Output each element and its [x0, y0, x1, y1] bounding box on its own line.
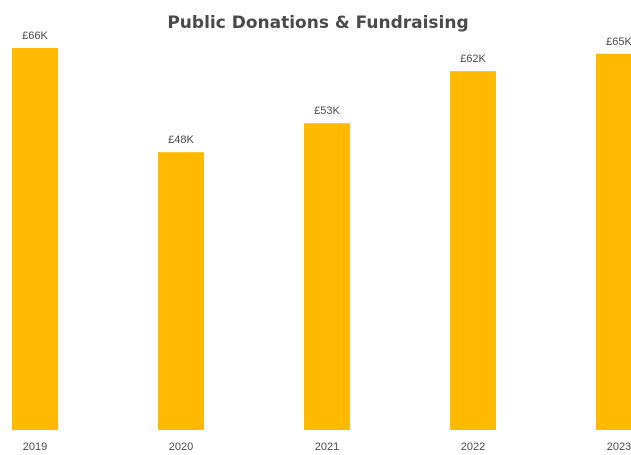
value-label-2023: £65K — [606, 36, 631, 48]
bar-2019 — [12, 48, 58, 430]
x-axis-tick-labels: 2019 2020 2021 2022 2023 — [23, 441, 631, 453]
value-labels-group: £66K £48K £53K £62K £65K — [22, 30, 631, 146]
bar-2020 — [158, 152, 204, 430]
bar-2023 — [596, 53, 631, 431]
x-tick-label-2020: 2020 — [169, 441, 193, 453]
bars-group — [12, 48, 631, 431]
chart-title: Public Donations & Fundraising — [167, 13, 468, 33]
value-label-2019: £66K — [22, 30, 48, 42]
x-tick-label-2022: 2022 — [461, 441, 485, 453]
value-label-2021: £53K — [314, 105, 340, 117]
x-tick-label-2019: 2019 — [23, 441, 47, 453]
x-tick-label-2023: 2023 — [607, 441, 631, 453]
bar-2022 — [450, 71, 496, 430]
value-label-2022: £62K — [460, 53, 486, 65]
value-label-2020: £48K — [168, 134, 194, 146]
x-tick-label-2021: 2021 — [315, 441, 339, 453]
bar-2021 — [304, 123, 350, 430]
